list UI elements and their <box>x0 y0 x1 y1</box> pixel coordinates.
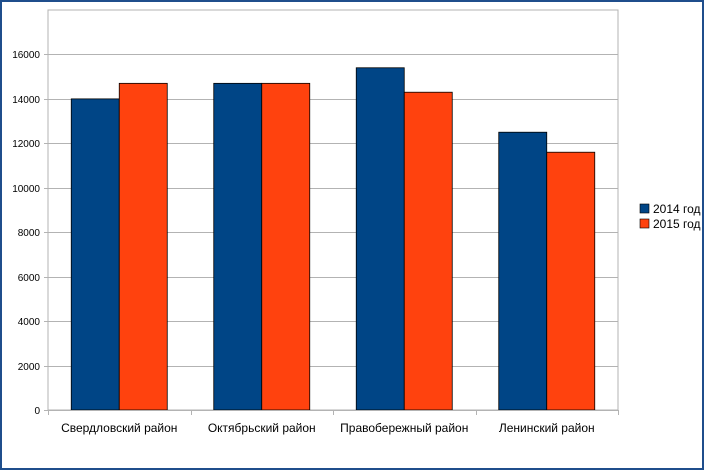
axes: 0 2000 4000 6000 8000 10000 12000 14000 16000 Све… <box>12 50 619 435</box>
y-tick-label: 2000 <box>18 362 41 373</box>
legend-label: 2014 год <box>653 202 701 216</box>
bar <box>70 98 120 411</box>
y-tick-label: 12000 <box>12 139 40 150</box>
bar <box>403 91 453 411</box>
y-tick-label: 6000 <box>18 273 41 284</box>
y-tick-label: 16000 <box>12 50 40 61</box>
bar <box>355 67 405 411</box>
y-tick-label: 14000 <box>12 95 40 106</box>
y-tick-label: 0 <box>34 406 40 417</box>
bar <box>261 82 311 411</box>
legend-label: 2015 год <box>653 217 701 231</box>
y-tick-label: 8000 <box>18 228 41 239</box>
bar <box>213 82 263 411</box>
y-tick-label: 4000 <box>18 317 41 328</box>
bars <box>70 67 596 411</box>
legend-swatch <box>639 203 650 214</box>
x-category-label: Свердловский район <box>61 421 177 435</box>
legend-swatch <box>639 218 650 229</box>
x-category-label: Правобережный район <box>340 421 468 435</box>
x-category-label: Октябрьский район <box>208 421 316 435</box>
bar <box>546 151 596 411</box>
bar <box>498 131 548 411</box>
bar <box>118 82 168 411</box>
y-tick-label: 10000 <box>12 184 40 195</box>
x-category-label: Ленинский район <box>499 421 595 435</box>
